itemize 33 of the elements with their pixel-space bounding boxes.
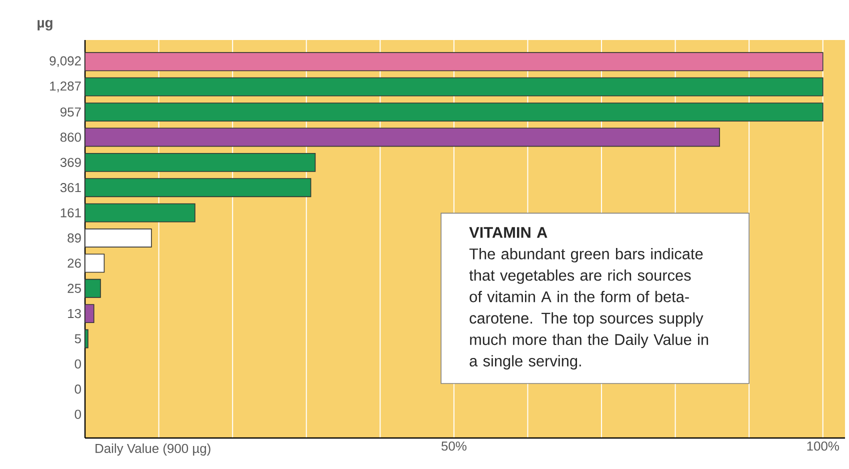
bar (84, 128, 720, 147)
y-tick-label: 5 (74, 334, 81, 344)
x-tick-label: 100% (807, 442, 839, 451)
bar (84, 228, 152, 248)
y-tick-label: 0 (74, 359, 81, 369)
y-tick-label: 13 (68, 308, 81, 318)
bar (84, 203, 196, 222)
annotation: The abundant green bars indicate that vegetables are rich sources of vitamin A in the form of beta-carotene. The top sources supply much more than the Daily Value in a single serving. (469, 248, 708, 370)
bar (84, 178, 312, 198)
bar (84, 77, 824, 96)
y-tick-label: 25 (68, 284, 81, 293)
y-tick-label: 957 (60, 107, 81, 117)
y-tick-label: 161 (60, 208, 81, 218)
x-tick-label: 50% (441, 442, 466, 451)
y-tick-label: 89 (68, 233, 81, 243)
annotation: VITAMIN A (469, 227, 548, 238)
y-tick-label: 0 (74, 384, 81, 394)
y-tick-label: 9,092 (50, 56, 81, 68)
bar (84, 52, 824, 72)
y-tick-label: 0 (74, 410, 81, 419)
bar (84, 254, 105, 273)
bar (84, 278, 101, 298)
y-axis-title: µg (38, 20, 52, 30)
bar (84, 329, 88, 348)
y-tick-label: 26 (68, 258, 81, 268)
y-tick-label: 860 (60, 132, 81, 142)
y-tick-label: 1,287 (50, 81, 81, 92)
y-tick-label: 369 (60, 158, 81, 167)
bar (84, 102, 824, 122)
bar (84, 152, 316, 172)
x-axis-title: Daily Value (900 µg) (96, 444, 210, 456)
bar (84, 304, 94, 324)
y-tick-label: 361 (60, 183, 81, 192)
